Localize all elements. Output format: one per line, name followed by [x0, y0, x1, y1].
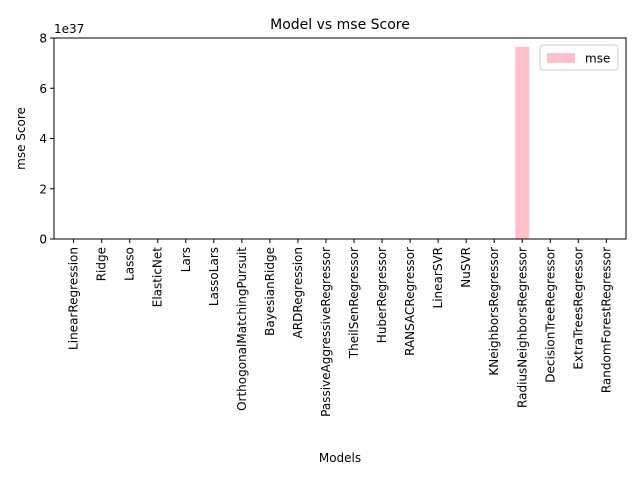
y-tick-label: 8: [39, 32, 47, 46]
x-tick-label: ElasticNet: [151, 247, 165, 308]
x-tick-label: TheilSenRegressor: [347, 247, 361, 359]
x-tick-label: Ridge: [95, 247, 109, 281]
x-tick-label: RandomForestRegressor: [599, 247, 613, 393]
x-tick-label: DecisionTreeRegressor: [543, 247, 557, 383]
x-tick-label: Lars: [179, 247, 193, 272]
y-tick-label: 2: [39, 182, 47, 196]
x-tick-label: ExtraTreesRegressor: [571, 247, 585, 370]
x-tick-label: LinearRegression: [67, 247, 81, 350]
x-tick-label: OrthogonalMatchingPursuit: [235, 247, 249, 411]
x-tick-label: LinearSVR: [431, 247, 445, 308]
x-tick-label: Lasso: [123, 247, 137, 281]
plot-frame: [53, 37, 627, 240]
x-tick-label: PassiveAggressiveRegressor: [319, 247, 333, 417]
x-tick-label: LassoLars: [207, 247, 221, 306]
bar-RadiusNeighborsRegressor: [515, 46, 530, 240]
x-tick-label: NuSVR: [459, 247, 473, 288]
y-tick-label: 4: [39, 132, 47, 146]
y-axis-label: mse Score: [14, 107, 28, 170]
x-tick-label: KNeighborsRegressor: [487, 247, 501, 376]
legend-label-mse: mse: [585, 52, 610, 66]
legend: mse: [539, 44, 619, 71]
x-tick-label: BayesianRidge: [263, 247, 277, 336]
x-tick-label: HuberRegressor: [375, 247, 389, 343]
y-tick-label: 0: [39, 233, 47, 247]
y-tick-label: 6: [39, 82, 47, 96]
legend-swatch: [547, 53, 575, 63]
legend-box: [539, 44, 619, 71]
plot-area: [54, 38, 626, 239]
x-tick-label: ARDRegression: [291, 247, 305, 338]
axis-multiplier: 1e37: [54, 22, 84, 36]
x-axis-label: Models: [319, 451, 361, 465]
x-tick-label: RadiusNeighborsRegressor: [515, 247, 529, 408]
chart-title: Model vs mse Score: [270, 17, 410, 33]
x-tick-label: RANSACRegressor: [403, 247, 417, 356]
